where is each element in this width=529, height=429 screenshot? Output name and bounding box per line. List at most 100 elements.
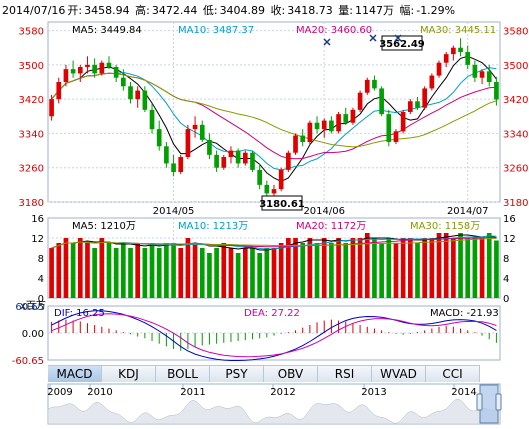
candle-body [63,69,69,82]
tab-obv[interactable]: OBV [264,365,318,382]
volume-bar [128,248,133,298]
volume-bar [149,243,155,298]
event-marker-icon [394,34,402,42]
price-ma-line [51,67,497,171]
candle-body [99,62,105,74]
candle-body [393,131,399,142]
high-annotation-box [381,35,423,51]
open-value: 3458.94 [84,4,130,17]
candle-body [142,90,148,110]
candle-body [372,79,377,89]
volume-unit: x百万 [20,300,46,312]
volume-bar [56,243,62,298]
volume-bar [85,243,90,298]
tab-boll[interactable]: BOLL [156,365,210,382]
volume-bar [156,248,162,298]
candle-body [458,47,463,52]
candle-body [257,169,262,185]
volume-y-tick-left: 16 [31,214,44,225]
price-ma-label: MA5: 3449.84 [72,25,142,36]
candle-body [135,90,141,100]
close-label: 收: [270,4,286,17]
event-marker-icon [369,34,377,42]
volume-bar [472,238,478,298]
candle-body [56,82,62,100]
candle-body [357,92,363,110]
candle-body [400,112,406,132]
candle-body [156,129,162,147]
macd-dif-label: DIF: 16.25 [54,308,105,319]
price-y-tick-left: 3260 [19,164,44,175]
volume-bar [451,238,456,298]
volume-bar [278,243,284,298]
high-annotation: 3562.49 [379,39,425,50]
price-ma-label: MA30: 3445.11 [420,25,496,36]
volume-bar [242,248,248,298]
volume-bar [364,233,370,298]
price-y-tick-right: 3500 [503,61,528,72]
volume-ma-line [51,237,497,249]
volume-bar [400,238,406,298]
candle-body [415,101,420,108]
price-y-tick-right: 3340 [503,129,528,140]
price-x-tick: 2014/07 [447,206,489,217]
candle-body [343,114,349,123]
price-panel-frame [47,21,501,203]
tab-rsi[interactable]: RSI [318,365,372,382]
timeline-handle-right[interactable] [495,393,502,411]
tab-macd[interactable]: MACD [48,365,102,382]
candle-body [307,122,313,142]
price-y-tick-right: 3260 [503,164,528,175]
tab-wvad[interactable]: WVAD [372,365,426,382]
tab-psy[interactable]: PSY [210,365,264,382]
timeline-year: 2013 [361,387,386,398]
candle-body [314,122,320,130]
volume-bar [286,238,291,298]
volume-bar [343,243,349,298]
volume-bar [422,238,427,298]
volume-bar [250,248,255,298]
macd-dea-line [51,313,497,358]
volume-bar [458,233,463,298]
candle-body [264,184,270,194]
volume-bar [228,248,234,298]
candle-body [178,157,184,172]
price-x-tick: 2014/05 [153,206,195,217]
volume-bar [307,238,313,298]
volume-bar [235,253,241,298]
candle-body [199,124,205,140]
candle-body [436,62,442,76]
volume-bar [386,238,392,298]
timeline-area [47,398,501,425]
high-value: 3472.44 [151,4,198,17]
timeline-year: 2014 [451,387,476,398]
price-y-tick-left: 3580 [19,27,44,38]
timeline-handle-left[interactable] [476,393,483,411]
volume-bar [479,238,485,298]
price-ma-label: MA20: 3460.60 [296,25,372,36]
volume-bar [329,243,334,298]
volume-bar [293,238,298,298]
candle-body [494,82,499,100]
macd-value-label: MACD: -21.93 [430,308,499,319]
macd-dea-label: DEA: 27.22 [244,308,300,319]
high-label: 高: [135,4,150,17]
tab-kdj[interactable]: KDJ [102,365,156,382]
volume-y-tick-left: 4 [38,274,44,285]
candle-body [207,139,212,155]
open-label: 开: [67,4,83,17]
volume-ma-label: MA10: 1213万 [178,221,248,232]
candle-body [336,114,341,132]
volume-value: 1147万 [355,4,394,17]
timeline-year: 2010 [87,387,112,398]
volume-y-tick-left: 12 [31,234,44,245]
candle-body [228,150,234,157]
candle-body [407,101,413,112]
volume-bar [415,243,420,298]
tab-cci[interactable]: CCI [426,365,480,382]
volume-bar [207,253,212,298]
volume-bar [271,248,277,298]
price-y-tick-right: 3180 [503,198,528,209]
candle-body [192,124,198,130]
